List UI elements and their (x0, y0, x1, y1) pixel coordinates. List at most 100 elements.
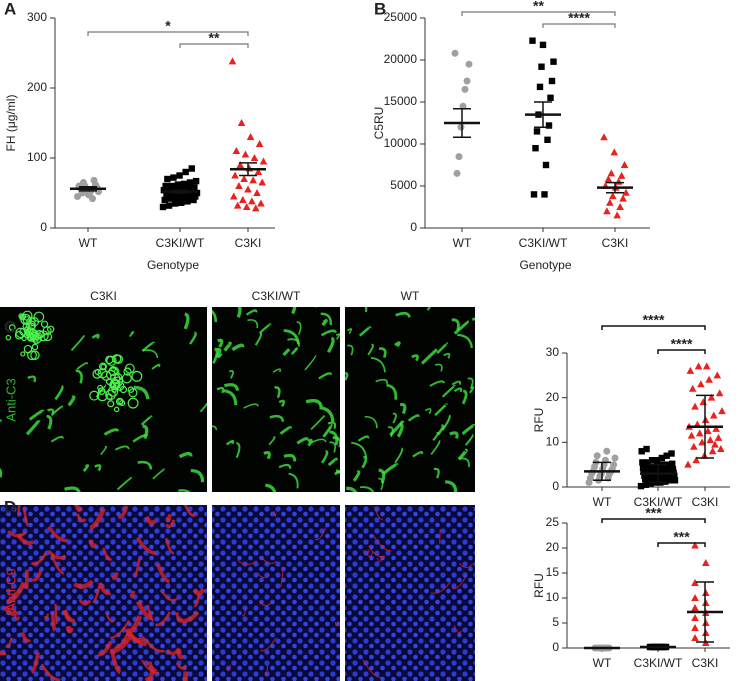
glomerulus (112, 354, 122, 364)
c9-stain (458, 562, 474, 569)
data-point (718, 407, 726, 415)
vessel (70, 334, 86, 351)
c9-stain (226, 664, 231, 672)
significance-label: ** (209, 30, 220, 46)
data-point (641, 472, 648, 480)
data-point (236, 161, 245, 168)
vessel (310, 438, 327, 444)
c9-stain (31, 569, 43, 582)
data-point (239, 196, 247, 203)
data-point (185, 184, 192, 192)
x-tick-label: C3KI (602, 236, 629, 250)
vessel (346, 328, 353, 334)
data-point (669, 465, 677, 473)
vessel (411, 354, 419, 362)
glomerulus (19, 313, 27, 320)
vessel (245, 309, 258, 316)
c9-stain (362, 659, 382, 679)
data-point (249, 176, 257, 184)
data-point (619, 194, 627, 202)
c9-stain (40, 663, 61, 681)
data-point (455, 153, 463, 161)
vessel (288, 472, 299, 489)
data-point (603, 447, 611, 455)
y-tick-label: 25 (546, 515, 560, 529)
data-point (691, 604, 699, 611)
vessel (46, 414, 53, 430)
data-point (180, 180, 188, 188)
vessel (91, 333, 100, 340)
vessel (327, 457, 338, 467)
significance-label: * (165, 18, 171, 34)
data-point (544, 136, 551, 143)
y-tick-label: 20000 (384, 52, 418, 66)
data-point (529, 37, 536, 44)
data-point (532, 145, 539, 152)
data-point (167, 195, 175, 202)
c9-stain (13, 614, 21, 621)
c9-stain (20, 631, 32, 643)
vessel (357, 435, 370, 442)
data-point (610, 148, 619, 156)
c9-stain (5, 637, 13, 648)
vessel (228, 370, 234, 379)
y-tick-label: 30 (546, 345, 560, 359)
y-tick-label: 10 (546, 435, 560, 449)
c9-stain (76, 513, 87, 523)
y-tick-label: 10000 (384, 136, 418, 150)
data-point (704, 427, 712, 435)
vessel (28, 409, 45, 421)
vessel (142, 424, 149, 440)
vessel (370, 357, 386, 373)
vessel (320, 329, 337, 337)
row-label: Anti-C9 (3, 568, 18, 611)
y-axis-label: C5RU (372, 107, 386, 140)
micrograph (212, 505, 340, 681)
data-point (259, 157, 268, 165)
data-point (174, 181, 182, 188)
data-point (702, 362, 711, 370)
vessel (247, 319, 259, 329)
data-point (691, 402, 699, 410)
vessel (361, 455, 368, 469)
c9-stain (133, 558, 141, 578)
data-point (90, 176, 98, 184)
data-point (232, 147, 241, 154)
data-point (547, 94, 554, 101)
vessel (319, 406, 335, 423)
data-point (258, 178, 267, 186)
vessel (467, 377, 474, 388)
data-point (617, 171, 626, 179)
c9-stain (366, 551, 374, 557)
c9-stain (110, 653, 122, 675)
vessel (282, 348, 290, 357)
vessel (212, 309, 218, 323)
x-tick-label: WT (79, 236, 98, 250)
y-tick-label: 0 (40, 220, 47, 234)
data-point (461, 85, 469, 93)
glomerulus (107, 386, 119, 397)
data-point (692, 456, 701, 464)
c9-stain (362, 549, 370, 555)
data-point (653, 473, 660, 481)
c9-stain (334, 621, 338, 627)
data-point (530, 191, 538, 198)
data-point (701, 559, 710, 566)
vessel (433, 467, 440, 479)
data-point (550, 58, 557, 65)
data-point (457, 123, 465, 131)
c9-stain (30, 652, 40, 674)
data-point (246, 133, 255, 140)
c9-stain (92, 585, 101, 604)
data-point (607, 169, 616, 177)
x-tick-label: C3KI/WT (156, 236, 205, 250)
vessel (283, 453, 297, 462)
vessel (100, 445, 107, 456)
data-point (638, 448, 645, 455)
data-point (463, 77, 471, 85)
data-point (159, 203, 167, 211)
vessel (453, 320, 470, 335)
vessel (140, 415, 153, 426)
vessel (199, 403, 207, 413)
vessel (75, 369, 83, 384)
